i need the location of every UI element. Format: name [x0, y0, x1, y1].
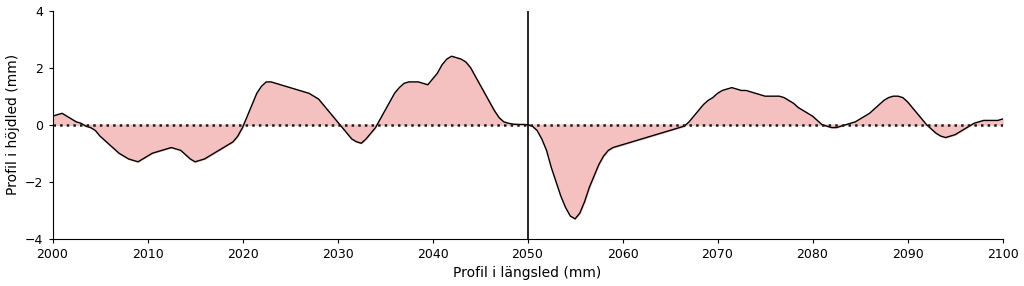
X-axis label: Profil i längsled (mm): Profil i längsled (mm) — [454, 267, 602, 281]
Y-axis label: Profil i höjdled (mm): Profil i höjdled (mm) — [5, 54, 19, 195]
